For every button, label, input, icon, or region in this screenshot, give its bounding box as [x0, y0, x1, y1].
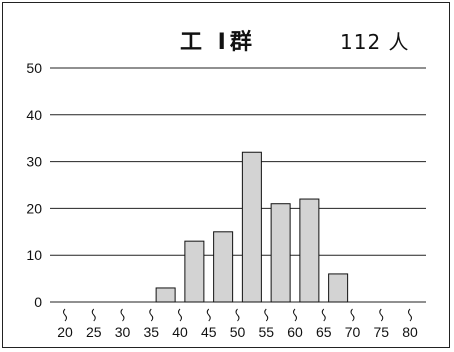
y-tick-label: 40	[26, 107, 42, 123]
x-tick-label: 60	[287, 324, 303, 340]
x-tick-label: 45	[201, 324, 217, 340]
bar-35	[155, 287, 176, 303]
bar-65	[328, 273, 349, 303]
axis-break-icon	[350, 308, 355, 322]
x-tick-label: 80	[402, 324, 418, 340]
axis-break-icon	[149, 308, 154, 322]
axis-break-icon	[120, 308, 125, 322]
bar-60	[299, 198, 320, 303]
bar-40	[184, 240, 205, 303]
x-tick-label: 55	[258, 324, 274, 340]
y-tick-label: 50	[26, 60, 42, 76]
axis-break-icon	[264, 308, 269, 322]
y-tick-label: 20	[26, 200, 42, 216]
y-tick-label: 10	[26, 247, 42, 263]
x-tick-label: 35	[143, 324, 159, 340]
x-tick-label: 40	[172, 324, 188, 340]
x-tick-label: 65	[316, 324, 332, 340]
axis-break-icon	[293, 308, 297, 322]
y-tick-label: 30	[26, 154, 42, 170]
axis-break-icon	[206, 308, 211, 322]
x-tick-label: 75	[373, 324, 389, 340]
axis-break-icon	[235, 308, 240, 322]
bar-45	[213, 231, 234, 303]
chart-title: 工 I群	[180, 30, 256, 55]
chart-count-label: 112 人	[340, 30, 410, 54]
x-tick-label: 70	[345, 324, 361, 340]
x-tick-label: 20	[57, 324, 73, 340]
axis-break-icon	[63, 308, 67, 322]
axis-break-icon	[379, 308, 384, 322]
axis-break-icon	[321, 308, 326, 322]
bar-55	[270, 203, 291, 303]
axis-break-icon	[408, 308, 412, 322]
axis-break-icon	[91, 308, 96, 322]
axis-break-icon	[178, 308, 182, 322]
y-tick-label: 0	[34, 294, 42, 310]
x-tick-label: 50	[230, 324, 246, 340]
x-tick-label: 25	[86, 324, 102, 340]
x-tick-label: 30	[115, 324, 131, 340]
bar-50	[241, 151, 262, 303]
